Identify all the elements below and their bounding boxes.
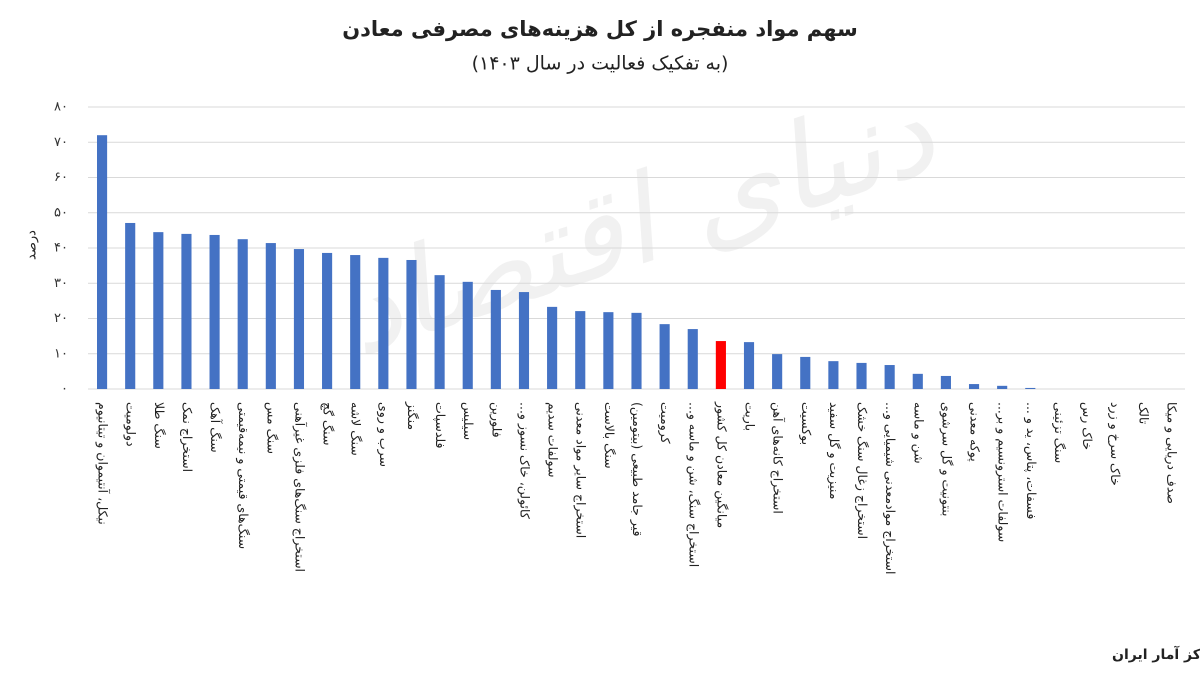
x-tick-label: نیکل، آنتیموان و تیتانیوم xyxy=(95,402,111,525)
x-tick-label: سنگ تزئینی xyxy=(1051,402,1067,463)
x-tick-label: سولفات سدیم xyxy=(545,402,561,477)
x-tick-label: قیر جامد طبیعی (بیتومین) xyxy=(629,402,645,537)
x-tick-label: سنگ بالاست xyxy=(602,402,617,469)
y-axis-label: درصد xyxy=(25,230,40,260)
x-tick-label: تالک xyxy=(1136,402,1151,425)
bar xyxy=(1025,387,1036,389)
bar xyxy=(153,232,164,389)
y-tick-label: ۶۰ xyxy=(54,170,68,185)
source: منبع: مرکز آمار ایران xyxy=(1112,645,1200,663)
y-tick-label: ۱۰ xyxy=(54,346,68,361)
bar xyxy=(997,385,1008,389)
y-tick-label: ۷۰ xyxy=(54,135,68,150)
bar xyxy=(125,222,136,389)
y-tick-label: ۳۰ xyxy=(54,276,68,291)
x-tick-label: سنگ آهک xyxy=(208,402,223,453)
bar xyxy=(97,135,108,389)
bar xyxy=(715,341,726,389)
x-tick-label: سولفات استرونسیم و بر... xyxy=(995,402,1011,542)
x-tick-label: پوکه معدنی xyxy=(967,402,983,462)
bar xyxy=(490,289,501,389)
bar xyxy=(518,292,530,389)
chart-subtitle: (به تفکیک فعالیت در سال ۱۴۰۳) xyxy=(472,53,729,75)
x-tick-label: سیلیس xyxy=(460,402,476,440)
x-tick-label: منیزیت و گل سفید xyxy=(826,402,842,499)
bar xyxy=(378,257,389,389)
x-tick-label: بوکسیت xyxy=(798,402,814,445)
bar xyxy=(265,243,276,389)
x-tick-label: سرب و روی xyxy=(376,402,392,467)
chart-title: سهم مواد منفجره از کل هزینه‌های مصرفی مع… xyxy=(342,17,858,41)
x-tick-label: استخراج سنگ‌های فلزی غیرآهنی xyxy=(291,402,307,572)
bar xyxy=(631,312,642,389)
bar xyxy=(547,306,558,389)
x-tick-label: باریت xyxy=(742,402,758,431)
bar xyxy=(743,342,755,389)
x-tick-label: سنگ مس xyxy=(263,402,279,454)
y-tick-label: ۴۰ xyxy=(54,241,68,256)
bar xyxy=(772,354,783,389)
bar xyxy=(603,312,614,389)
bar xyxy=(406,259,417,389)
bar xyxy=(828,361,839,389)
bar xyxy=(912,373,923,389)
bar xyxy=(181,233,192,389)
x-tick-label: منگنز xyxy=(404,401,420,430)
bar xyxy=(209,234,220,389)
x-tick-label: سنگ گچ xyxy=(321,402,336,445)
bar xyxy=(350,255,361,389)
x-tick-label: استخراج سنگ، شن و ماسه و... xyxy=(685,402,701,567)
x-tick-label: سنگ طلا xyxy=(152,402,167,449)
x-tick-label: خاک رس xyxy=(1079,402,1095,450)
x-tick-label: فلدسپات xyxy=(433,402,448,449)
x-tick-label: میانگین معادن کل کشور xyxy=(713,401,729,528)
x-tick-label: استخراج موادمعدنی شیمیایی و... xyxy=(882,402,898,574)
bar xyxy=(968,384,980,389)
x-tick-label: صدف دریایی و میکا xyxy=(1163,402,1179,504)
x-tick-label: سنگ‌های قیمتی و نیمه‌قیمتی xyxy=(235,402,251,549)
x-tick-label: دولومیت xyxy=(123,402,139,447)
y-tick-label: ۸۰ xyxy=(54,100,68,115)
x-tick-label: فسفات، پتاس، ید و ... xyxy=(1023,402,1039,519)
y-tick-label: ۰ xyxy=(61,382,68,397)
bar xyxy=(659,324,670,389)
bar xyxy=(940,375,951,389)
x-tick-label: فلورین xyxy=(488,402,504,438)
bar xyxy=(575,311,586,389)
bar xyxy=(434,275,445,389)
x-tick-label: استخراج کانه‌های آهن xyxy=(770,402,786,514)
y-tick-label: ۵۰ xyxy=(54,205,68,220)
x-tick-label: شن و ماسه xyxy=(910,402,926,464)
x-tick-label: استخراج نمک xyxy=(179,402,195,472)
bar xyxy=(462,281,473,389)
x-tick-label: بنتونیت و گل سرشوی xyxy=(938,402,954,516)
y-tick-label: ۲۰ xyxy=(54,311,68,326)
bar xyxy=(856,362,867,389)
x-tick-label: استخراج سایر مواد معدنی xyxy=(573,402,589,538)
x-tick-label: استخراج زغال سنگ خشک xyxy=(854,402,870,539)
bar xyxy=(322,252,333,389)
bar xyxy=(884,365,895,389)
bar xyxy=(237,239,248,389)
bar xyxy=(687,329,698,389)
x-tick-label: کرومیت xyxy=(657,402,673,444)
bar xyxy=(800,356,811,389)
x-tick-label: خاک سرخ و زرد xyxy=(1107,402,1123,486)
x-tick-label: کائولن، خاک نسوز و... xyxy=(516,402,532,519)
bar xyxy=(293,249,305,389)
x-tick-label: سنگ لاشه xyxy=(349,402,364,456)
